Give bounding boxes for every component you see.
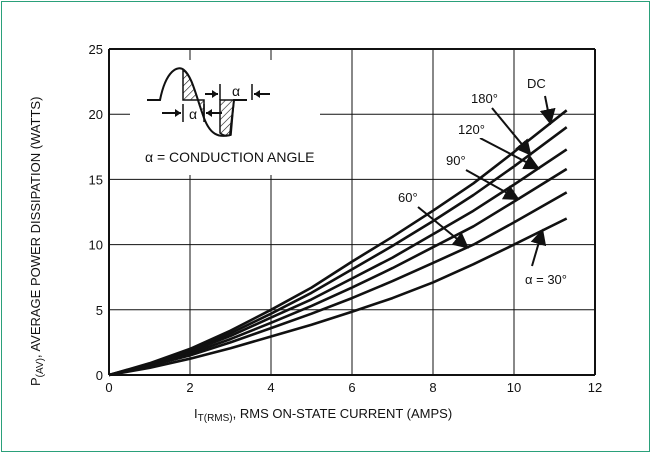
conduction-area-positive (182, 68, 205, 119)
curve-label-bg (444, 152, 468, 169)
conduction-area-negative (219, 99, 235, 137)
tick-labels: 0 2 4 6 8 10 12 0 5 10 15 20 25 (89, 42, 603, 395)
inset-alpha-label-2: α (232, 83, 240, 99)
curve-labels: DC 180° 120° 90° 60° α = 30° (396, 75, 569, 288)
series-line-3 (108, 167, 568, 377)
x-tick-label: 10 (507, 380, 521, 395)
grid (108, 48, 596, 376)
curve-pointer-5 (530, 228, 547, 267)
curve-label-bg (396, 189, 420, 206)
y-tick-label: 25 (89, 42, 103, 57)
curve-label-5: α = 30° (525, 272, 567, 287)
curve-label-0: DC (527, 76, 546, 91)
curve-label-bg (456, 121, 487, 138)
x-tick-label: 0 (105, 380, 112, 395)
curve-label-bg (525, 75, 548, 92)
x-tick-label: 2 (186, 380, 193, 395)
y-tick-label: 20 (89, 107, 103, 122)
curve-pointer-0 (539, 95, 556, 126)
y-tick-label: 0 (96, 368, 103, 383)
inset-alpha-label-1: α (189, 106, 197, 122)
waveform-inset: α α α = CONDUCTION ANGLE (130, 60, 320, 175)
inset-caption: α = CONDUCTION ANGLE (145, 149, 315, 165)
x-tick-label: 4 (267, 380, 274, 395)
x-tick-label: 12 (588, 380, 602, 395)
curve-label-bg (523, 271, 569, 288)
curve-label-4: 60° (398, 190, 418, 205)
x-tick-label: 6 (348, 380, 355, 395)
series-line-2 (108, 148, 568, 377)
curve-pointer-3 (465, 169, 520, 201)
curve-label-3: 90° (446, 153, 466, 168)
curve-pointer-4 (417, 206, 469, 249)
y-tick-label: 5 (96, 303, 103, 318)
curve-label-1: 180° (471, 91, 498, 106)
series-line-4 (108, 191, 568, 377)
y-tick-label: 15 (89, 172, 103, 187)
curve-pointer-1 (491, 107, 532, 156)
x-axis-title: IT(RMS), RMS ON-STATE CURRENT (AMPS) (194, 406, 452, 424)
curve-pointer-2 (479, 137, 541, 170)
y-tick-label: 10 (89, 238, 103, 253)
curve-label-bg (469, 90, 500, 107)
series-line-5 (108, 217, 568, 377)
curve-label-2: 120° (458, 122, 485, 137)
y-axis-title: P(AV), AVERAGE POWER DISSIPATION (WATTS) (28, 97, 46, 386)
x-tick-label: 8 (429, 380, 436, 395)
